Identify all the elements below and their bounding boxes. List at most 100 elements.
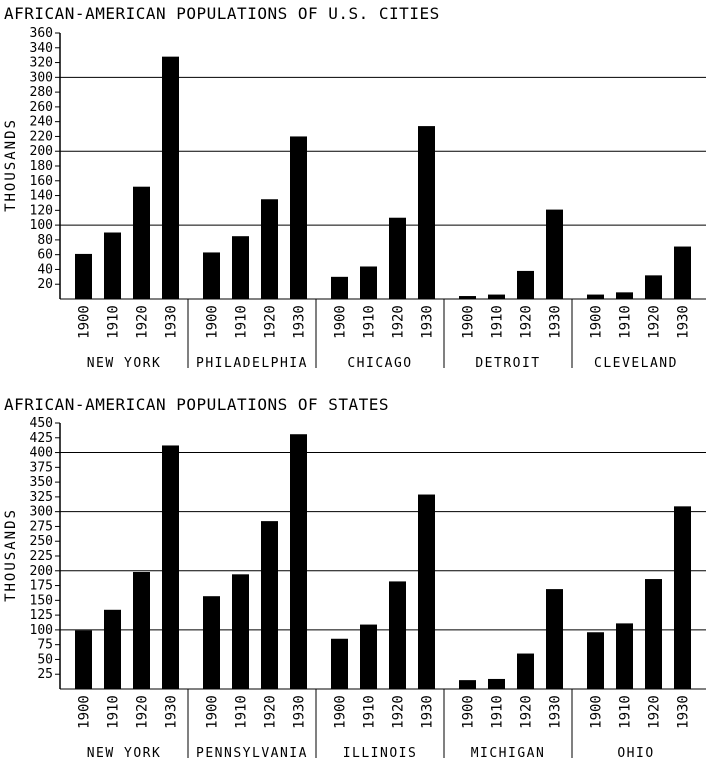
x-tick-label: 1910	[106, 695, 122, 729]
x-tick-label: 1910	[490, 305, 506, 339]
y-tick-label: 320	[30, 56, 53, 71]
y-axis-label: THOUSANDS	[3, 118, 19, 212]
bar	[232, 236, 249, 299]
bar	[331, 276, 348, 299]
y-tick-label: 250	[30, 534, 53, 549]
group-label: PENNSYLVANIA	[196, 746, 308, 761]
y-tick-label: 325	[30, 490, 53, 505]
y-tick-label: 300	[30, 70, 53, 85]
x-tick-label: 1920	[135, 695, 151, 729]
x-tick-label: 1930	[292, 695, 308, 729]
y-tick-label: 160	[30, 174, 53, 189]
x-tick-label: 1920	[391, 695, 407, 729]
gridlines	[60, 452, 706, 631]
y-tick-label: 180	[30, 159, 53, 174]
y-tick-label: 360	[30, 26, 53, 41]
bar	[104, 609, 121, 689]
x-tick-label: 1920	[647, 695, 663, 729]
bar	[360, 266, 377, 299]
bar	[162, 445, 179, 689]
x-tick-label: 1930	[676, 695, 692, 729]
chart-title: AFRICAN-AMERICAN POPULATIONS OF STATES	[4, 395, 389, 414]
y-tick-label: 25	[37, 667, 53, 682]
bar	[587, 632, 604, 689]
bar	[75, 253, 92, 299]
x-tick-label: 1920	[519, 695, 535, 729]
bar	[546, 589, 563, 689]
bar	[674, 246, 691, 299]
gridlines	[60, 76, 706, 226]
x-tick-label: 1930	[164, 305, 180, 339]
x-tick-label: 1900	[205, 695, 221, 729]
bar	[418, 126, 435, 299]
bar	[587, 294, 604, 299]
bar	[645, 275, 662, 299]
group-label: NEW YORK	[87, 356, 162, 371]
chart-title: AFRICAN-AMERICAN POPULATIONS OF U.S. CIT…	[4, 4, 440, 23]
y-tick-label: 75	[37, 638, 53, 653]
y-tick-label: 80	[37, 233, 53, 248]
y-tick-label: 100	[30, 623, 53, 638]
group-labels: NEW YORK PENNSYLVANIA ILLINOIS MICHIGAN OHIO	[87, 746, 654, 761]
bar	[616, 623, 633, 689]
y-tick-label: 425	[30, 431, 53, 446]
x-tick-label: 1900	[461, 695, 477, 729]
bar	[331, 638, 348, 689]
y-tick-label: 50	[37, 652, 53, 667]
axes	[55, 422, 706, 758]
x-tick-label: 1920	[135, 305, 151, 339]
x-tick-labels: 1900 1910 1920 1930 1900 1910 1920 1930 1900 1910…	[77, 305, 692, 339]
x-tick-label: 1920	[391, 305, 407, 339]
x-tick-label: 1910	[618, 305, 634, 339]
y-tick-label: 175	[30, 579, 53, 594]
y-tick-label: 60	[37, 248, 53, 263]
x-tick-label: 1900	[589, 305, 605, 339]
y-tick-label: 100	[30, 218, 53, 233]
group-labels: NEW YORK PHILADELPHIA CHICAGO DETROIT CLEVEL…	[87, 356, 678, 371]
x-tick-label: 1930	[548, 305, 564, 339]
y-tick-label: 200	[30, 144, 53, 159]
city-population-chart: AFRICAN-AMERICAN POPULATIONS OF U.S. CIT…	[3, 4, 706, 371]
x-tick-label: 1920	[519, 305, 535, 339]
bar	[389, 217, 406, 299]
state-population-chart: AFRICAN-AMERICAN POPULATIONS OF STATES T…	[3, 395, 706, 761]
group-label: OHIO	[617, 746, 654, 761]
y-tick-label: 400	[30, 446, 53, 461]
bar	[546, 209, 563, 299]
x-tick-label: 1920	[647, 305, 663, 339]
y-tick-label: 375	[30, 460, 53, 475]
bar	[133, 571, 150, 689]
bar	[290, 434, 307, 689]
y-tick-label: 40	[37, 262, 53, 277]
axes	[55, 32, 706, 368]
y-axis-label: THOUSANDS	[3, 508, 19, 602]
bar	[290, 136, 307, 299]
group-label: NEW YORK	[87, 746, 162, 761]
x-tick-label: 1930	[676, 305, 692, 339]
y-tick-label: 150	[30, 593, 53, 608]
bars	[75, 56, 691, 300]
x-tick-label: 1900	[205, 305, 221, 339]
y-tick-label: 300	[30, 505, 53, 520]
bar	[203, 252, 220, 299]
y-tick-label: 140	[30, 189, 53, 204]
y-tick-label: 260	[30, 100, 53, 115]
bar	[133, 186, 150, 299]
group-label: CHICAGO	[347, 356, 412, 371]
x-tick-label: 1930	[164, 695, 180, 729]
y-tick-labels: 2550751001251501752002252502753003253503…	[30, 416, 53, 682]
bar	[488, 678, 505, 689]
bar	[418, 494, 435, 689]
x-tick-label: 1920	[263, 695, 279, 729]
x-tick-label: 1930	[548, 695, 564, 729]
x-tick-label: 1900	[589, 695, 605, 729]
x-tick-label: 1900	[77, 695, 93, 729]
bar	[203, 596, 220, 689]
bar	[517, 270, 534, 299]
group-label: CLEVELAND	[594, 356, 678, 371]
bar	[488, 294, 505, 299]
bar	[261, 521, 278, 689]
x-tick-labels: 1900 1910 1920 1930 1900 1910 1920 1930 1900 1910…	[77, 695, 692, 729]
x-tick-label: 1910	[234, 305, 250, 339]
bar	[517, 653, 534, 689]
